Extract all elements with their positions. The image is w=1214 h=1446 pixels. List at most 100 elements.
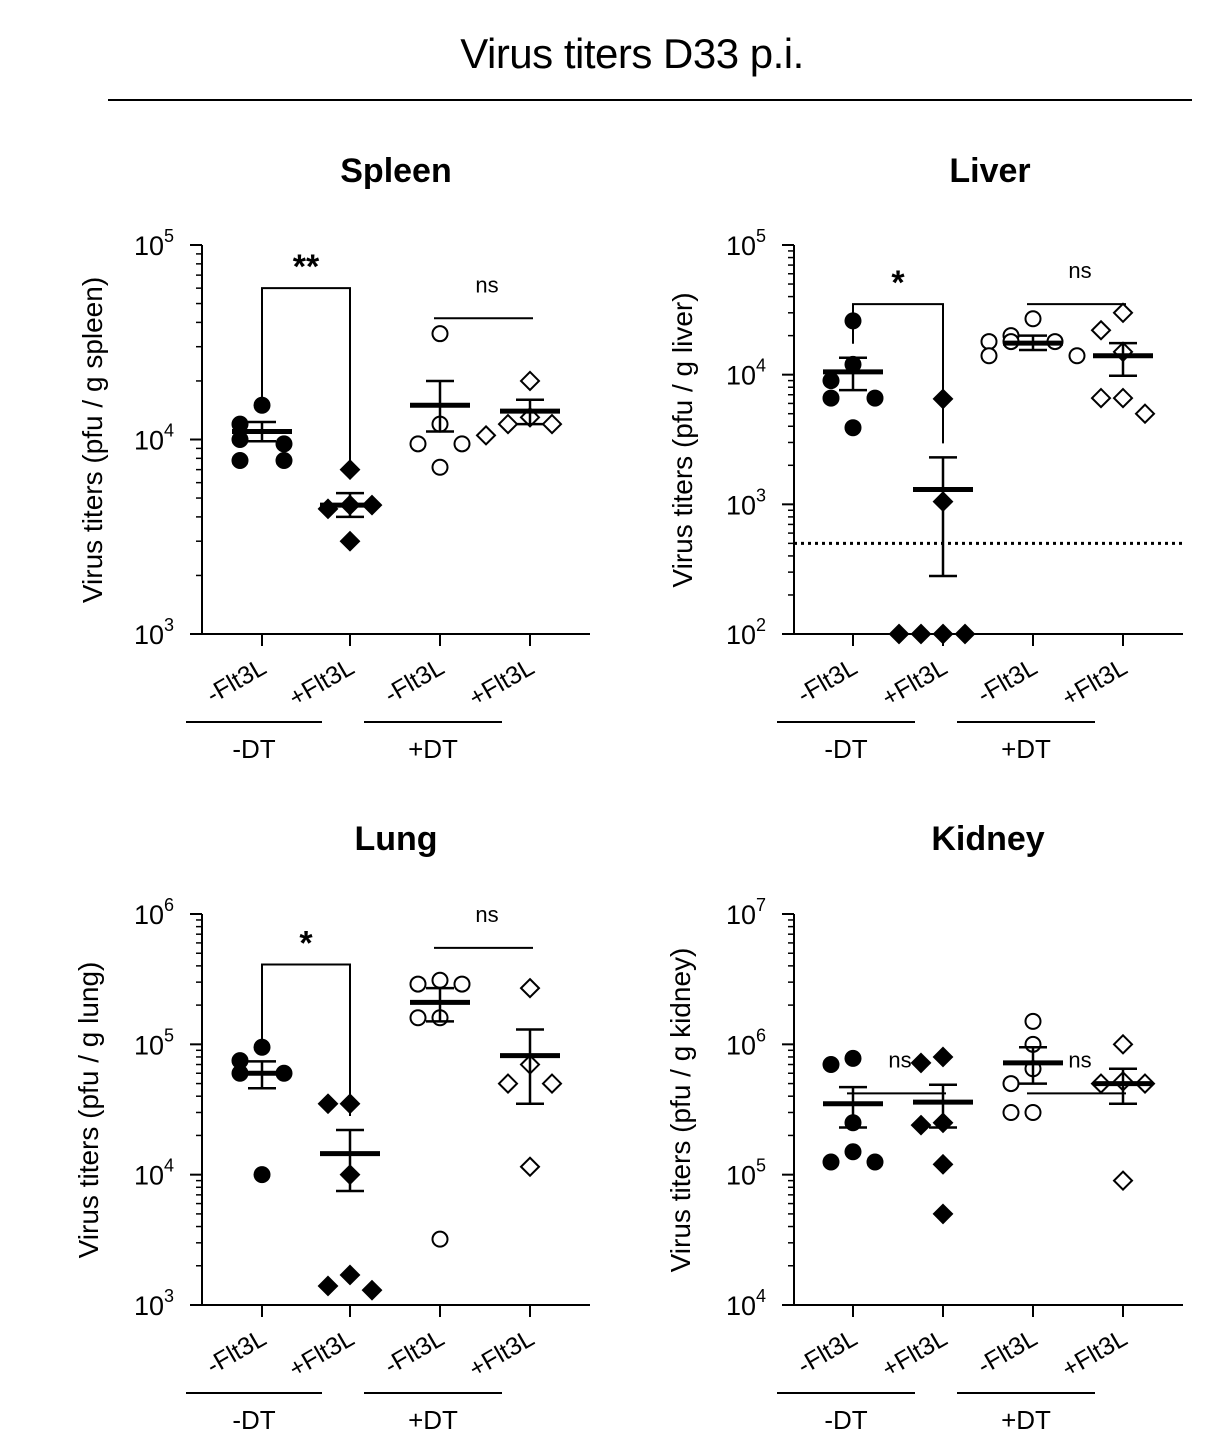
group-label: +DT bbox=[1001, 1405, 1051, 1435]
data-point bbox=[453, 435, 471, 453]
data-point bbox=[980, 347, 998, 365]
data-point bbox=[519, 1156, 541, 1178]
y-tick-label: 104 bbox=[134, 421, 174, 456]
y-tick-label: 103 bbox=[134, 1286, 174, 1321]
data-point bbox=[1090, 319, 1112, 341]
significance-label: ns bbox=[888, 1047, 911, 1072]
significance-label: ns bbox=[1068, 1047, 1091, 1072]
y-axis-label: Virus titers (pfu / g liver) bbox=[667, 292, 698, 587]
panel-title: Lung bbox=[354, 820, 437, 858]
data-point bbox=[1002, 1075, 1020, 1093]
group-label: -DT bbox=[232, 1405, 275, 1435]
data-point bbox=[844, 1049, 862, 1067]
data-point bbox=[1112, 1033, 1134, 1055]
data-point bbox=[339, 530, 361, 552]
significance-bracket bbox=[261, 963, 351, 1117]
panel-title: Kidney bbox=[931, 820, 1044, 858]
group-label: +DT bbox=[408, 734, 458, 764]
y-tick-label: 105 bbox=[726, 1156, 766, 1191]
data-point bbox=[497, 413, 519, 435]
group-label: -DT bbox=[824, 734, 867, 764]
data-point bbox=[844, 1143, 862, 1161]
data-point bbox=[822, 389, 840, 407]
panel-title: Liver bbox=[949, 152, 1030, 190]
y-tick-label: 105 bbox=[134, 226, 174, 261]
group-label: -DT bbox=[824, 1405, 867, 1435]
y-tick-label: 105 bbox=[134, 1025, 174, 1060]
y-tick-label: 104 bbox=[726, 356, 766, 391]
significance-label: ns bbox=[1068, 258, 1091, 283]
data-point bbox=[453, 975, 471, 993]
significance-label: * bbox=[891, 264, 905, 302]
x-tick-label: -Flt3L bbox=[973, 1324, 1042, 1380]
data-point bbox=[519, 370, 541, 392]
y-tick-label: 103 bbox=[726, 485, 766, 520]
data-point bbox=[910, 623, 932, 645]
y-tick-label: 106 bbox=[726, 1025, 766, 1060]
data-point bbox=[866, 1153, 884, 1171]
data-point bbox=[932, 1046, 954, 1068]
significance-label: ns bbox=[475, 272, 498, 297]
y-tick-label: 102 bbox=[726, 615, 766, 650]
data-point bbox=[844, 419, 862, 437]
panel-title: Spleen bbox=[340, 152, 451, 190]
title-divider bbox=[108, 99, 1192, 101]
data-point bbox=[1068, 347, 1086, 365]
y-tick-label: 103 bbox=[134, 615, 174, 650]
data-point bbox=[431, 325, 449, 343]
significance-bracket bbox=[852, 303, 944, 444]
data-point bbox=[409, 1009, 427, 1027]
data-point bbox=[1024, 310, 1042, 328]
group-label: -DT bbox=[232, 734, 275, 764]
data-point bbox=[475, 424, 497, 446]
data-point bbox=[822, 1153, 840, 1171]
data-point bbox=[519, 977, 541, 999]
y-axis-label: Virus titers (pfu / g spleen) bbox=[77, 277, 108, 603]
x-tick-label: +Flt3L bbox=[877, 1324, 952, 1383]
data-point bbox=[1024, 1012, 1042, 1030]
y-tick-label: 104 bbox=[134, 1156, 174, 1191]
data-point bbox=[275, 451, 293, 469]
y-axis-label: Virus titers (pfu / g lung) bbox=[73, 962, 104, 1259]
group-label: +DT bbox=[408, 1405, 458, 1435]
data-point bbox=[1002, 1103, 1020, 1121]
data-point bbox=[431, 1230, 449, 1248]
significance-label: ns bbox=[475, 902, 498, 927]
x-tick-label: +Flt3L bbox=[1057, 1324, 1132, 1383]
data-point bbox=[409, 435, 427, 453]
data-point bbox=[1112, 302, 1134, 324]
data-point bbox=[866, 389, 884, 407]
data-point bbox=[932, 1153, 954, 1175]
data-point bbox=[1090, 387, 1112, 409]
data-point bbox=[932, 1203, 954, 1225]
data-point bbox=[431, 458, 449, 476]
data-point bbox=[317, 1093, 339, 1115]
data-point bbox=[910, 1052, 932, 1074]
data-point bbox=[339, 1264, 361, 1286]
data-point bbox=[1112, 387, 1134, 409]
y-tick-label: 106 bbox=[134, 895, 174, 930]
y-tick-label: 105 bbox=[726, 226, 766, 261]
data-point bbox=[1024, 1103, 1042, 1121]
significance-label: * bbox=[299, 924, 313, 962]
data-point bbox=[541, 413, 563, 435]
significance-bracket bbox=[261, 287, 351, 480]
data-point bbox=[888, 623, 910, 645]
significance-label: ** bbox=[293, 248, 320, 286]
data-point bbox=[497, 1073, 519, 1094]
figure-title: Virus titers D33 p.i. bbox=[460, 30, 804, 77]
data-point bbox=[275, 435, 293, 453]
x-tick-label: -Flt3L bbox=[793, 1324, 862, 1380]
data-point bbox=[253, 1166, 271, 1184]
data-point bbox=[1134, 403, 1156, 425]
data-point bbox=[361, 1279, 383, 1301]
data-point bbox=[932, 623, 954, 645]
y-tick-label: 107 bbox=[726, 895, 766, 930]
data-point bbox=[910, 1114, 932, 1136]
group-label: +DT bbox=[1001, 734, 1051, 764]
data-point bbox=[231, 451, 249, 469]
